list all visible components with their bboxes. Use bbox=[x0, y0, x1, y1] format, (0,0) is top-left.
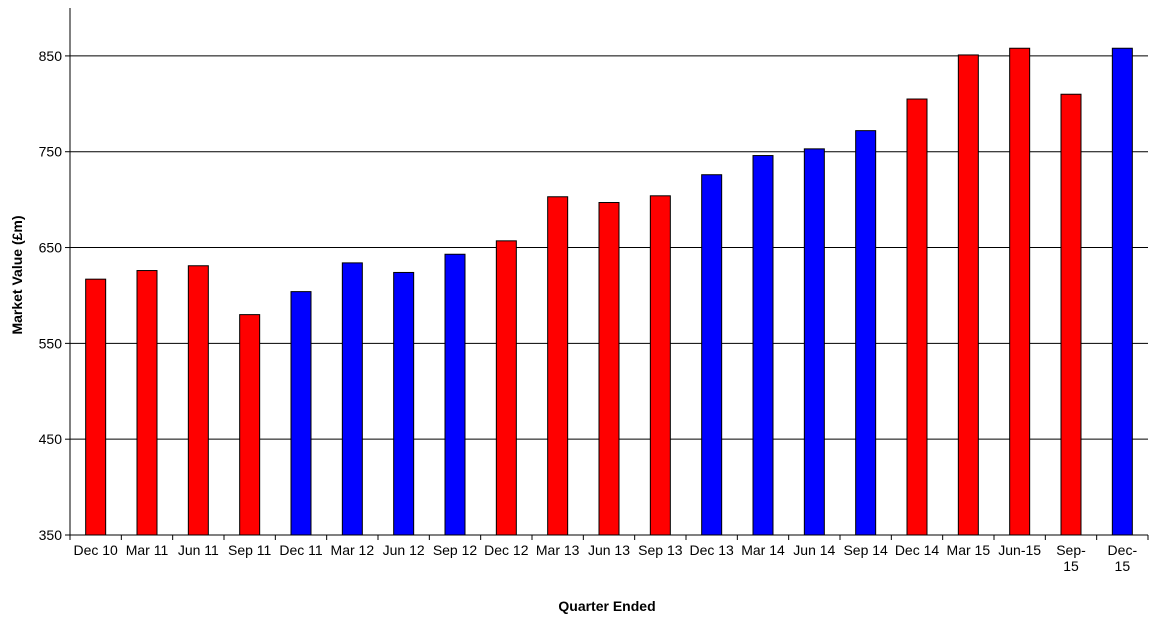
bar bbox=[290, 291, 312, 536]
bar bbox=[444, 253, 466, 536]
x-tick-label: Sep 11 bbox=[228, 542, 272, 558]
bar bbox=[957, 54, 979, 536]
x-tick-label: Mar 12 bbox=[331, 542, 375, 558]
y-axis-title: Market Value (£m) bbox=[9, 215, 25, 334]
x-tick-label: Mar 11 bbox=[126, 542, 169, 558]
bar bbox=[1111, 47, 1133, 536]
x-tick-label: Sep-15 bbox=[1056, 542, 1086, 574]
y-tick-label: 450 bbox=[39, 431, 63, 447]
x-tick-label: Dec 12 bbox=[484, 542, 529, 558]
x-tick-label: Sep 12 bbox=[433, 542, 478, 558]
bar bbox=[1009, 47, 1031, 536]
x-tick-label: Dec 13 bbox=[689, 542, 734, 558]
bar bbox=[803, 148, 825, 536]
bar bbox=[85, 278, 107, 536]
y-tick-label: 550 bbox=[39, 335, 63, 351]
bar bbox=[598, 202, 620, 536]
x-tick-label: Jun 12 bbox=[383, 542, 425, 558]
x-axis-title: Quarter Ended bbox=[558, 598, 655, 614]
x-tick-label: Dec 10 bbox=[73, 542, 118, 558]
x-tick-label: Jun-15 bbox=[998, 542, 1041, 558]
bar bbox=[341, 262, 363, 536]
x-tick-label: Sep 13 bbox=[638, 542, 683, 558]
x-tick-label: Dec 11 bbox=[279, 542, 323, 558]
x-tick-labels: Dec 10 Mar 11 Jun 11 Sep 11 Dec 11 Mar 12 Jun … bbox=[73, 542, 1137, 574]
x-tick-label: Mar 14 bbox=[741, 542, 785, 558]
x-tick-label: Jun 14 bbox=[793, 542, 835, 558]
y-tick-label: 350 bbox=[39, 527, 63, 543]
x-tick-label: Mar 13 bbox=[536, 542, 580, 558]
y-tick-labels: 350 450 550 650 750 850 bbox=[39, 48, 63, 543]
x-tick-label: Jun 11 bbox=[178, 542, 219, 558]
bar bbox=[495, 240, 517, 536]
bar bbox=[547, 196, 569, 536]
bar bbox=[855, 130, 877, 536]
y-tick-label: 750 bbox=[39, 144, 63, 160]
bar bbox=[752, 155, 774, 536]
bar bbox=[187, 265, 209, 536]
x-tick-label: Dec-15 bbox=[1108, 542, 1138, 574]
bar bbox=[701, 174, 723, 536]
x-tick-label: Dec 14 bbox=[895, 542, 940, 558]
axes bbox=[65, 8, 1149, 540]
bar bbox=[906, 98, 928, 536]
x-tick-label: Sep 14 bbox=[843, 542, 888, 558]
bar bbox=[239, 314, 261, 536]
bar bbox=[649, 195, 671, 536]
y-tick-label: 850 bbox=[39, 48, 63, 64]
y-tick-label: 650 bbox=[39, 240, 63, 256]
bar bbox=[393, 271, 415, 536]
bar bbox=[136, 270, 158, 536]
x-tick-label: Jun 13 bbox=[588, 542, 630, 558]
bars bbox=[85, 47, 1133, 536]
bar bbox=[1060, 93, 1082, 536]
x-tick-label: Mar 15 bbox=[947, 542, 991, 558]
